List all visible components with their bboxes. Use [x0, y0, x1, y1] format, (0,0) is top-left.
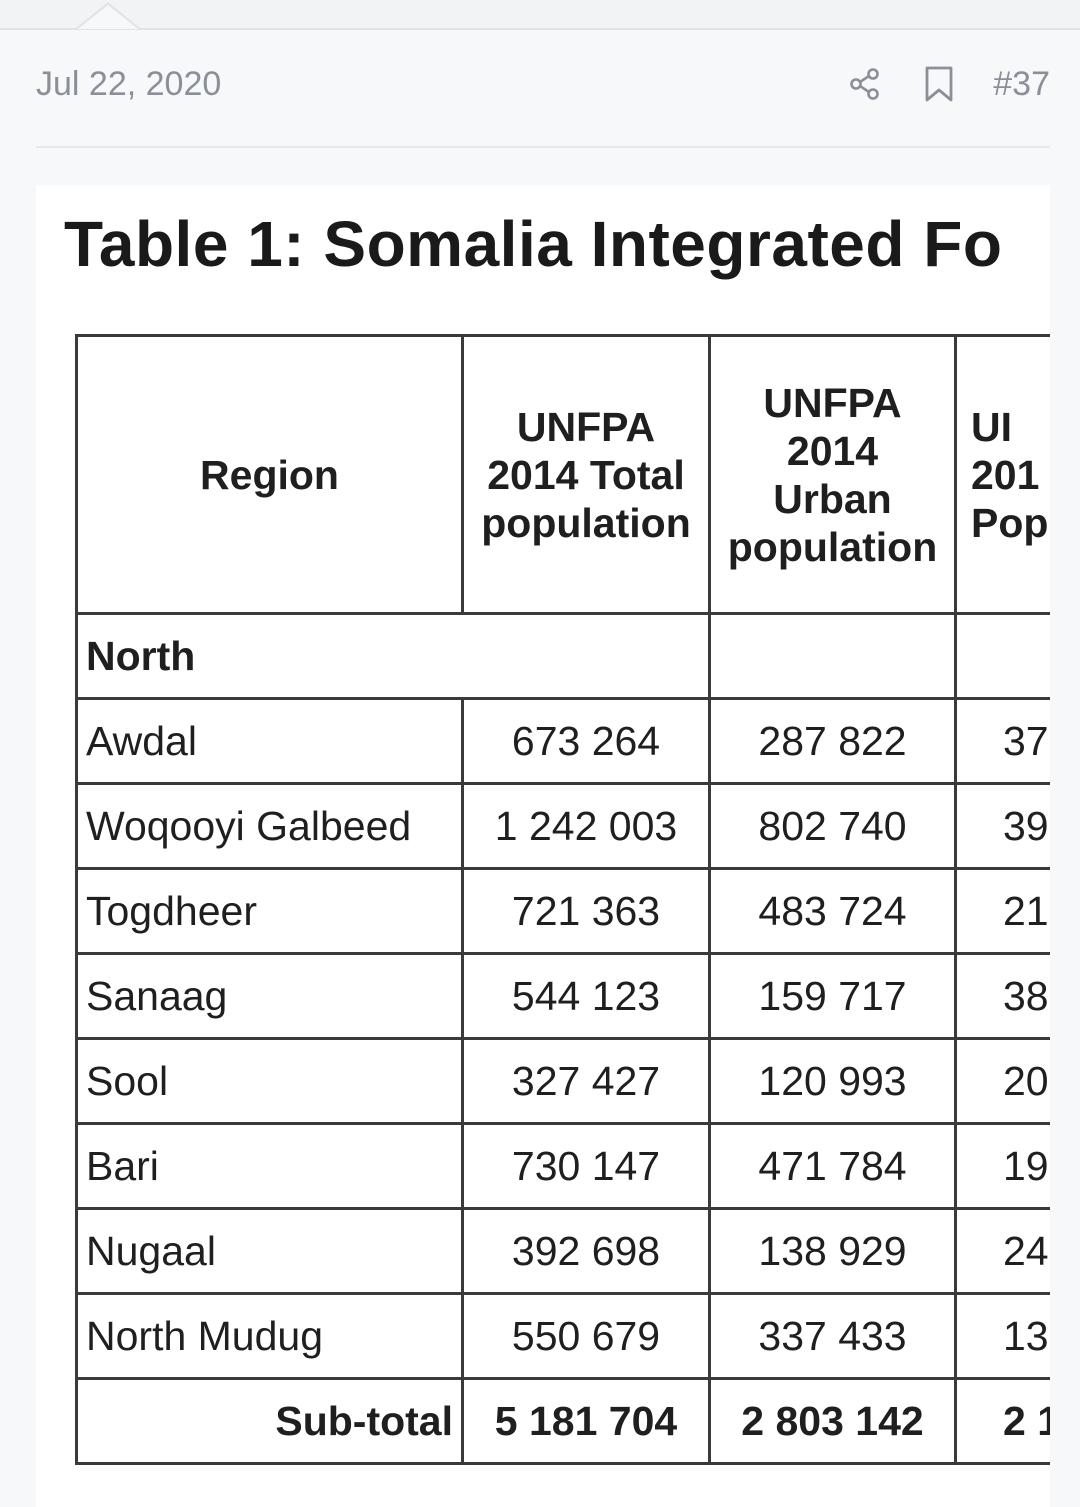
subtotal-fourth: 2 1 — [954, 1377, 1050, 1465]
urban-cell: 138 929 — [708, 1207, 957, 1295]
subtotal-total: 5 181 704 — [461, 1377, 711, 1465]
table-row: Awdal 673 264 287 822 37 — [75, 697, 1050, 785]
urban-cell: 337 433 — [708, 1292, 957, 1380]
region-cell: North Mudug — [75, 1292, 464, 1380]
urban-cell: 483 724 — [708, 867, 957, 955]
post-number-link[interactable]: #37 — [993, 64, 1050, 103]
total-cell: 327 427 — [461, 1037, 711, 1125]
subtotal-row: Sub-total 5 181 704 2 803 142 2 1 — [75, 1377, 1050, 1465]
header-divider — [36, 146, 1050, 148]
fourth-cell: 24 — [954, 1207, 1050, 1295]
section-row: North — [75, 612, 1050, 700]
post-date: Jul 22, 2020 — [36, 64, 222, 103]
fourth-cell: 21 — [954, 867, 1050, 955]
urban-cell: 287 822 — [708, 697, 957, 785]
fourth-cell: 19 — [954, 1122, 1050, 1210]
table-row: Togdheer 721 363 483 724 21 — [75, 867, 1050, 955]
region-cell: Sanaag — [75, 952, 464, 1040]
region-cell: Awdal — [75, 697, 464, 785]
header-urban-population: UNFPA 2014 Urban population — [708, 334, 957, 615]
total-cell: 392 698 — [461, 1207, 711, 1295]
subtotal-urban: 2 803 142 — [708, 1377, 957, 1465]
attachment-image[interactable]: Table 1: Somalia Integrated Fo Region UN… — [36, 185, 1050, 1507]
table-row: North Mudug 550 679 337 433 13 — [75, 1292, 1050, 1380]
total-cell: 730 147 — [461, 1122, 711, 1210]
total-cell: 1 242 003 — [461, 782, 711, 870]
urban-cell: 802 740 — [708, 782, 957, 870]
urban-cell: 159 717 — [708, 952, 957, 1040]
section-empty-cell — [954, 612, 1050, 700]
total-cell: 673 264 — [461, 697, 711, 785]
bookmark-icon[interactable] — [919, 64, 959, 104]
urban-cell: 120 993 — [708, 1037, 957, 1125]
top-bar — [0, 0, 1080, 30]
fourth-cell: 37 — [954, 697, 1050, 785]
section-label: North — [75, 612, 711, 700]
urban-cell: 471 784 — [708, 1122, 957, 1210]
region-cell: Nugaal — [75, 1207, 464, 1295]
post-actions: #37 — [845, 64, 1050, 104]
table-row: Bari 730 147 471 784 19 — [75, 1122, 1050, 1210]
region-cell: Togdheer — [75, 867, 464, 955]
post-header: Jul 22, 2020 #37 — [36, 58, 1050, 110]
table-row: Sool 327 427 120 993 20 — [75, 1037, 1050, 1125]
region-cell: Woqooyi Galbeed — [75, 782, 464, 870]
table-header-row: Region UNFPA 2014 Total population UNFPA… — [75, 334, 1050, 615]
header-region: Region — [75, 334, 464, 615]
fourth-cell: 20 — [954, 1037, 1050, 1125]
table-row: Nugaal 392 698 138 929 24 — [75, 1207, 1050, 1295]
table-title: Table 1: Somalia Integrated Fo — [64, 208, 1003, 280]
table-row: Woqooyi Galbeed 1 242 003 802 740 39 — [75, 782, 1050, 870]
region-cell: Bari — [75, 1122, 464, 1210]
total-cell: 721 363 — [461, 867, 711, 955]
subtotal-label: Sub-total — [75, 1377, 464, 1465]
total-cell: 550 679 — [461, 1292, 711, 1380]
section-empty-cell — [708, 612, 957, 700]
tab-caret — [76, 2, 140, 29]
population-table: Region UNFPA 2014 Total population UNFPA… — [75, 334, 1050, 1465]
region-cell: Sool — [75, 1037, 464, 1125]
header-total-population: UNFPA 2014 Total population — [461, 334, 711, 615]
table-row: Sanaag 544 123 159 717 38 — [75, 952, 1050, 1040]
header-fourth-column: UI 201 Pop — [954, 334, 1050, 615]
fourth-cell: 13 — [954, 1292, 1050, 1380]
share-icon[interactable] — [845, 64, 885, 104]
fourth-cell: 39 — [954, 782, 1050, 870]
fourth-cell: 38 — [954, 952, 1050, 1040]
total-cell: 544 123 — [461, 952, 711, 1040]
